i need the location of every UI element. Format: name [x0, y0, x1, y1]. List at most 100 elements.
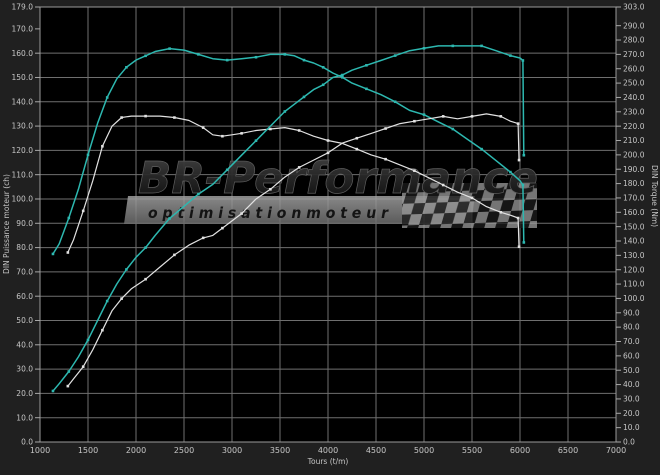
curve-marker [81, 209, 85, 213]
curve-marker [470, 196, 474, 200]
curve-power-white [67, 113, 520, 387]
curve-marker [221, 134, 224, 138]
x-tick-label: 3500 [270, 446, 290, 455]
curve-marker [201, 236, 205, 240]
curve-marker [341, 76, 344, 79]
curve-marker [365, 87, 368, 91]
right-axis-title: DIN Torque (Nm) [650, 165, 659, 227]
curve-marker [66, 384, 70, 388]
curve-marker [168, 217, 171, 220]
x-axis-title: Tours (t/m) [307, 457, 349, 466]
right-tick-label: 150.0 [623, 222, 645, 231]
right-tick-label: 100.0 [623, 294, 645, 303]
curve-marker [326, 139, 330, 142]
curve-marker [326, 151, 330, 155]
x-tick-label: 4000 [318, 446, 338, 455]
left-tick-label: 30.0 [16, 365, 33, 374]
watermark-tagline-text: o p t i m i s a t i o n m o t e u r [148, 204, 389, 222]
right-tick-label: 290.0 [623, 21, 645, 30]
curve-marker [51, 389, 55, 393]
left-tick-label: 170.0 [12, 24, 34, 33]
right-tick-label: 260.0 [623, 64, 645, 73]
curve-marker [269, 127, 272, 131]
right-tick-label: 110.0 [623, 280, 645, 289]
left-tick-label: 10.0 [16, 413, 33, 422]
right-tick-label: 220.0 [623, 122, 645, 131]
curve-marker [522, 241, 526, 244]
curve-marker [66, 251, 70, 254]
x-tick-label: 1500 [78, 446, 98, 455]
curve-marker [283, 110, 287, 113]
curve-marker [451, 127, 455, 131]
curve-marker [81, 365, 85, 368]
right-tick-label: 0.0 [623, 438, 635, 447]
right-tick-label: 80.0 [623, 323, 640, 332]
left-tick-label: 50.0 [16, 316, 33, 325]
curve-marker [67, 216, 71, 220]
curve-torque-white [67, 115, 520, 254]
curve-marker [355, 136, 359, 140]
curve-marker [67, 370, 71, 373]
right-tick-label: 280.0 [623, 36, 645, 45]
curve-marker [522, 153, 526, 157]
watermark-brand-text: BR-Performance [138, 153, 538, 204]
curve-marker [240, 212, 243, 215]
x-tick-label: 5000 [414, 446, 434, 455]
curve-torque-cyan [52, 47, 525, 255]
x-tick-label: 1000 [30, 446, 50, 455]
curve-marker [144, 246, 147, 249]
curve-marker [201, 126, 205, 129]
curve-marker [480, 44, 483, 48]
curve-marker [517, 158, 521, 162]
curve-marker [451, 44, 455, 48]
curve-marker [283, 53, 287, 56]
curve-marker [144, 114, 147, 118]
curve-marker [384, 157, 387, 161]
curve-marker [521, 59, 525, 62]
curve-marker [413, 169, 416, 172]
right-tick-label: 250.0 [623, 79, 645, 88]
right-tick-label: 240.0 [623, 93, 645, 102]
left-tick-label: 60.0 [16, 292, 33, 301]
right-tick-label: 180.0 [623, 179, 645, 188]
right-tick-label: 60.0 [623, 351, 640, 360]
curve-marker [441, 115, 445, 118]
curve-marker [302, 95, 306, 99]
curve-marker [105, 96, 109, 99]
right-tick-label: 50.0 [623, 366, 640, 375]
curve-marker [225, 168, 229, 172]
x-tick-label: 2500 [174, 446, 194, 455]
curve-marker [120, 297, 123, 300]
right-tick-label: 303.0 [623, 3, 645, 12]
curve-marker [516, 122, 520, 125]
x-tick-label: 3000 [222, 446, 242, 455]
left-tick-label: 160.0 [12, 49, 34, 58]
curve-marker [384, 127, 387, 130]
curve-marker [101, 144, 104, 148]
x-tick-label: 6000 [510, 446, 530, 455]
left-tick-label: 100.0 [12, 195, 34, 204]
curve-marker [441, 183, 445, 187]
curve-marker [101, 328, 104, 332]
right-tick-label: 160.0 [623, 208, 645, 217]
curve-marker [197, 53, 200, 56]
right-tick-label: 230.0 [623, 107, 645, 116]
checkered-flag-icon [402, 183, 537, 228]
right-tick-label: 200.0 [623, 150, 645, 159]
left-tick-label: 130.0 [12, 122, 34, 131]
watermark: BR-Performance o p t i m i s a t i o n m… [124, 153, 538, 228]
watermark-banner [124, 196, 475, 224]
right-tick-label: 90.0 [623, 308, 640, 317]
curve-marker [516, 216, 520, 220]
left-tick-label: 150.0 [12, 73, 34, 82]
curve-marker [120, 116, 123, 119]
left-tick-label: 0.0 [21, 438, 33, 447]
right-tick-label: 120.0 [623, 265, 645, 274]
curve-marker [393, 100, 397, 104]
right-tick-label: 20.0 [623, 409, 640, 418]
curve-marker [86, 153, 90, 157]
left-tick-label: 20.0 [16, 389, 33, 398]
curve-marker [86, 338, 90, 342]
